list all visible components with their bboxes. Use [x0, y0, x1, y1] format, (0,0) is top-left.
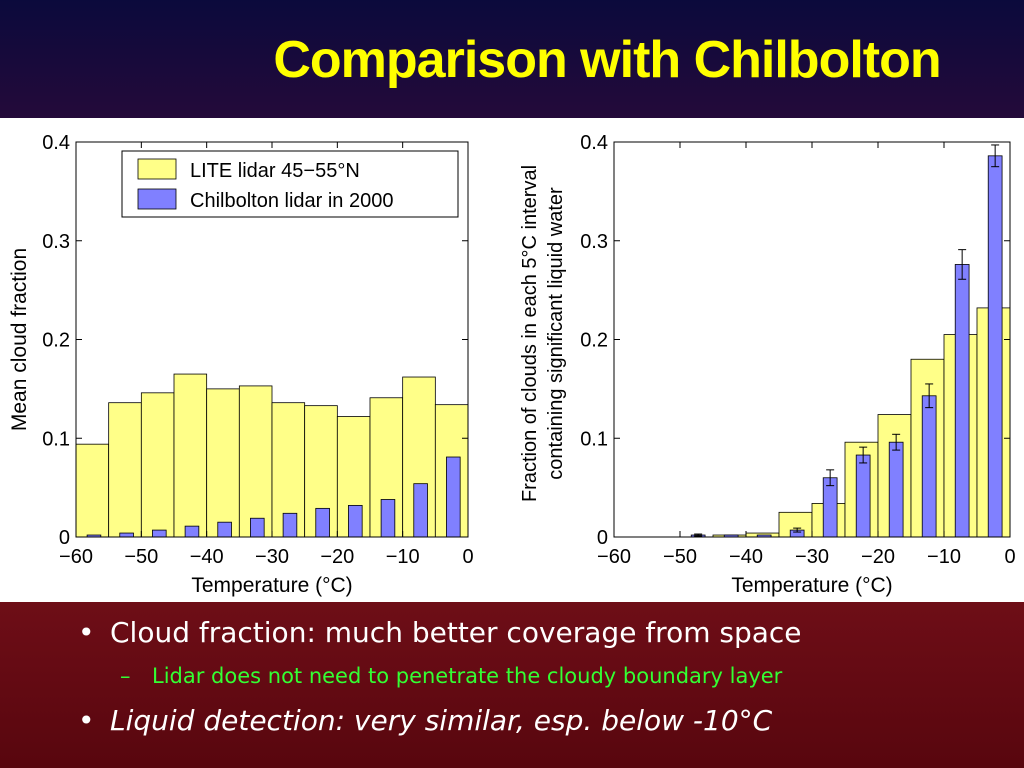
- x-axis-label-1: Temperature (°C): [731, 574, 892, 597]
- bullet-marker: •: [78, 704, 95, 737]
- x-tick-label-1-0: −60: [597, 546, 631, 568]
- x-tick-label-0-1: −50: [124, 546, 158, 568]
- slide-title: Comparison with Chilbolton: [273, 31, 941, 89]
- chilbolton-bar-0-1: [119, 532, 134, 538]
- x-axis-label-0: Temperature (°C): [191, 574, 352, 597]
- bullet-1: • Cloud fraction: much better coverage fr…: [78, 616, 802, 649]
- y-axis-label-0: Mean cloud fraction: [8, 248, 31, 431]
- chilbolton-bar-1-8: [888, 441, 904, 538]
- lite-bar-0-2: [140, 392, 175, 538]
- chilbolton-bar-1-11: [987, 155, 1003, 538]
- chilbolton-bar-1-9: [921, 395, 937, 538]
- bullet-1-text: Cloud fraction: much better coverage fro…: [110, 616, 802, 649]
- y-tick-label-1-4: 0.4: [580, 132, 608, 154]
- bullet-2: • Liquid detection: very similar, esp. be…: [78, 704, 772, 737]
- x-tick-label-1-2: −40: [729, 546, 763, 568]
- y-tick-label-0-2: 0.2: [42, 330, 70, 352]
- chilbolton-bar-0-7: [315, 507, 330, 538]
- chilbolton-bar-0-6: [282, 512, 298, 538]
- lite-bar-0-5: [238, 385, 273, 538]
- y-tick-label-0-1: 0.1: [42, 428, 70, 450]
- dash-marker: –: [120, 664, 131, 688]
- chilbolton-bar-0-10: [413, 483, 428, 538]
- chilbolton-bar-1-10: [954, 264, 970, 538]
- sub-bullet-1: – Lidar does not need to penetrate the cl…: [120, 664, 782, 688]
- lite-bar-0-8: [336, 416, 371, 538]
- y-axis-label-1-line-0: Fraction of clouds in each 5°C interval: [519, 165, 541, 502]
- x-tick-label-0-6: 0: [462, 546, 473, 568]
- title-bar: Comparison with Chilbolton: [0, 0, 1024, 118]
- x-tick-label-1-4: −20: [861, 546, 895, 568]
- chilbolton-bar-0-8: [348, 504, 363, 538]
- x-tick-label-0-2: −40: [190, 546, 224, 568]
- sub-bullet-1-text: Lidar does not need to penetrate the clo…: [152, 664, 783, 688]
- chilbolton-bar-1-7: [855, 454, 871, 538]
- legend-label-chilbolton: Chilbolton lidar in 2000: [190, 190, 393, 212]
- lite-bar-0-0: [75, 443, 110, 538]
- legend-swatch-chilbolton: [137, 188, 177, 210]
- x-tick-label-0-0: −60: [59, 546, 93, 568]
- x-tick-label-1-3: −30: [795, 546, 829, 568]
- x-tick-label-0-3: −30: [255, 546, 289, 568]
- x-tick-label-1-1: −50: [663, 546, 697, 568]
- chilbolton-bar-0-2: [152, 529, 167, 538]
- bullet-marker: •: [78, 616, 95, 649]
- chilbolton-bar-0-4: [217, 521, 232, 538]
- x-tick-label-1-6: 0: [1004, 546, 1015, 568]
- y-tick-label-1-3: 0.3: [580, 231, 608, 253]
- chilbolton-bar-0-9: [380, 499, 396, 538]
- bullet-2-text: Liquid detection: very similar, esp. bel…: [110, 704, 773, 737]
- y-tick-label-0-0: 0: [59, 527, 70, 549]
- chilbolton-bar-1-6: [822, 477, 838, 538]
- charts-canvas: −60 −50 −40 −30 −20 −10 0 0 0.1 0.2 0.3 0.4 Temperat…: [8, 132, 1016, 597]
- plots-area: −60 −50 −40 −30 −20 −10 0 0 0.1 0.2 0.3 0.4 Temperat…: [0, 118, 1024, 602]
- lite-bar-0-3: [173, 373, 208, 538]
- lite-bar-0-4: [206, 388, 240, 538]
- bullet-area: • Cloud fraction: much better coverage fr…: [0, 602, 1024, 768]
- y-axis-label-1-line-1: containing significant liquid water: [545, 187, 567, 480]
- legend-box: [121, 150, 459, 218]
- y-tick-label-0-4: 0.4: [42, 132, 70, 154]
- y-tick-label-0-3: 0.3: [42, 231, 70, 253]
- y-tick-label-1-0: 0: [597, 527, 608, 549]
- chilbolton-bar-0-5: [250, 517, 265, 538]
- legend-label-lite: LITE lidar 45−55°N: [190, 160, 360, 182]
- chilbolton-bar-0-11: [446, 456, 461, 538]
- x-tick-label-0-4: −20: [320, 546, 354, 568]
- lite-bar-0-1: [108, 402, 142, 538]
- chilbolton-bar-0-3: [184, 525, 200, 538]
- x-tick-label-1-5: −10: [927, 546, 961, 568]
- y-tick-label-1-1: 0.1: [580, 428, 608, 450]
- legend-swatch-lite: [137, 158, 177, 180]
- y-tick-label-1-2: 0.2: [580, 330, 608, 352]
- x-tick-label-0-5: −10: [386, 546, 420, 568]
